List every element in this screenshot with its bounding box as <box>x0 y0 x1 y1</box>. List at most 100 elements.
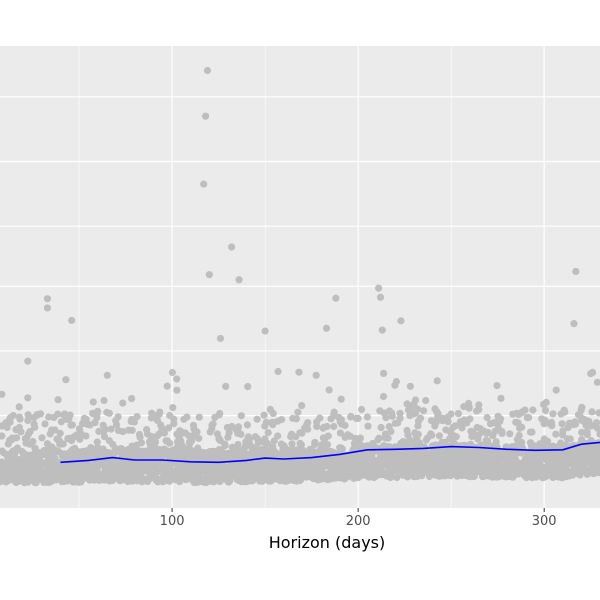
data-point <box>442 455 450 463</box>
data-point <box>105 437 113 445</box>
data-point <box>462 463 470 471</box>
data-point <box>56 440 64 448</box>
data-point-outlier <box>228 243 236 251</box>
data-point <box>553 471 561 479</box>
data-point <box>396 409 404 417</box>
data-point <box>286 471 294 479</box>
data-point <box>156 408 164 416</box>
data-point <box>387 471 395 479</box>
data-point-outlier <box>261 327 269 335</box>
data-point <box>413 464 421 472</box>
data-point <box>93 449 101 457</box>
data-point <box>385 423 393 431</box>
data-point <box>195 413 203 421</box>
data-point <box>128 395 136 403</box>
data-point <box>0 390 6 398</box>
data-point <box>594 445 600 453</box>
data-point <box>389 449 397 457</box>
data-point <box>298 402 306 410</box>
data-point <box>89 398 97 406</box>
data-point <box>15 403 23 411</box>
data-point <box>588 408 596 416</box>
data-point <box>337 395 345 403</box>
x-tick-label: 100 <box>160 514 185 529</box>
data-point <box>379 392 388 401</box>
data-point <box>33 411 42 419</box>
data-point <box>70 465 78 473</box>
data-point <box>166 439 174 447</box>
data-point <box>566 419 574 427</box>
data-point <box>91 419 99 427</box>
data-point <box>159 478 167 486</box>
data-point-outlier <box>235 276 243 284</box>
data-point <box>473 447 482 455</box>
data-point <box>344 464 352 472</box>
data-point <box>525 414 533 422</box>
data-point <box>552 386 560 394</box>
data-point-outlier <box>375 284 383 292</box>
data-point-outlier <box>572 267 580 276</box>
x-axis: 100 200 300 <box>160 508 557 529</box>
data-point <box>46 478 54 486</box>
data-point <box>212 476 220 484</box>
data-point <box>209 420 217 428</box>
data-point <box>324 476 332 484</box>
data-point <box>2 478 10 486</box>
data-point <box>194 444 202 452</box>
data-point <box>82 465 90 473</box>
data-point <box>189 431 198 440</box>
data-point <box>541 438 549 446</box>
data-point <box>406 382 414 390</box>
data-point-outlier <box>201 112 210 120</box>
data-point <box>545 469 553 478</box>
data-point <box>108 458 116 466</box>
data-point-outlier <box>570 320 578 328</box>
data-point <box>435 472 443 480</box>
data-point <box>196 466 204 474</box>
data-point <box>491 427 499 435</box>
data-point <box>168 368 176 377</box>
data-point <box>595 451 600 459</box>
data-point <box>448 447 456 455</box>
data-point <box>95 427 103 435</box>
data-point <box>532 450 540 458</box>
data-point <box>213 452 221 460</box>
data-point <box>35 455 43 463</box>
data-point <box>335 413 343 422</box>
data-point <box>391 381 399 389</box>
data-point <box>93 438 101 446</box>
data-point <box>173 375 181 383</box>
data-point <box>311 438 319 446</box>
data-point <box>347 413 355 421</box>
data-point <box>320 423 328 431</box>
data-point <box>328 448 336 456</box>
data-point <box>32 461 40 469</box>
data-point <box>11 466 19 475</box>
data-point <box>372 457 380 465</box>
data-point <box>105 409 113 417</box>
data-point <box>587 370 595 378</box>
data-point <box>22 462 30 470</box>
data-point <box>68 477 76 485</box>
data-point <box>357 405 366 414</box>
data-point <box>292 433 300 441</box>
data-point <box>99 421 107 429</box>
data-point <box>595 409 600 417</box>
data-point <box>351 444 359 452</box>
data-point <box>518 423 526 431</box>
data-point <box>112 421 121 429</box>
data-point <box>345 453 354 462</box>
data-point <box>138 449 146 457</box>
data-point <box>549 410 557 418</box>
data-point <box>93 464 101 473</box>
data-point <box>253 415 261 423</box>
data-point <box>582 416 591 425</box>
data-point <box>185 438 193 446</box>
data-point <box>274 471 282 479</box>
data-point <box>119 428 127 436</box>
data-point <box>216 409 224 418</box>
data-point <box>518 438 526 447</box>
data-point-outlier <box>216 334 225 343</box>
data-point <box>163 451 171 459</box>
data-point <box>129 468 137 476</box>
